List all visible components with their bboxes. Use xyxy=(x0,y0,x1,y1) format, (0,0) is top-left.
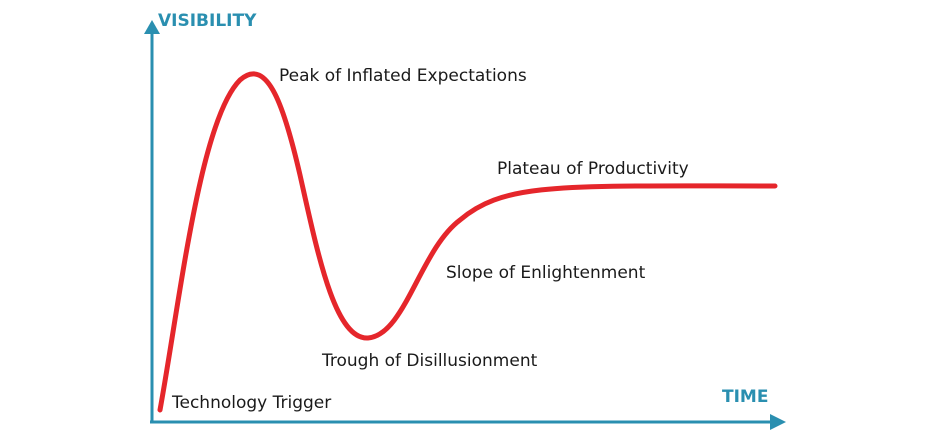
label-peak: Peak of Inflated Expectations xyxy=(279,66,527,86)
x-axis-title: TIME xyxy=(722,387,768,407)
label-technology-trigger: Technology Trigger xyxy=(171,393,331,413)
hype-curve xyxy=(157,71,778,413)
x-axis-arrowhead xyxy=(770,414,786,430)
label-slope: Slope of Enlightenment xyxy=(446,263,646,283)
y-axis-arrowhead xyxy=(144,20,160,34)
label-trough: Trough of Disillusionment xyxy=(321,351,538,371)
y-axis-title: VISIBILITY xyxy=(158,11,257,31)
label-plateau: Plateau of Productivity xyxy=(497,159,689,179)
